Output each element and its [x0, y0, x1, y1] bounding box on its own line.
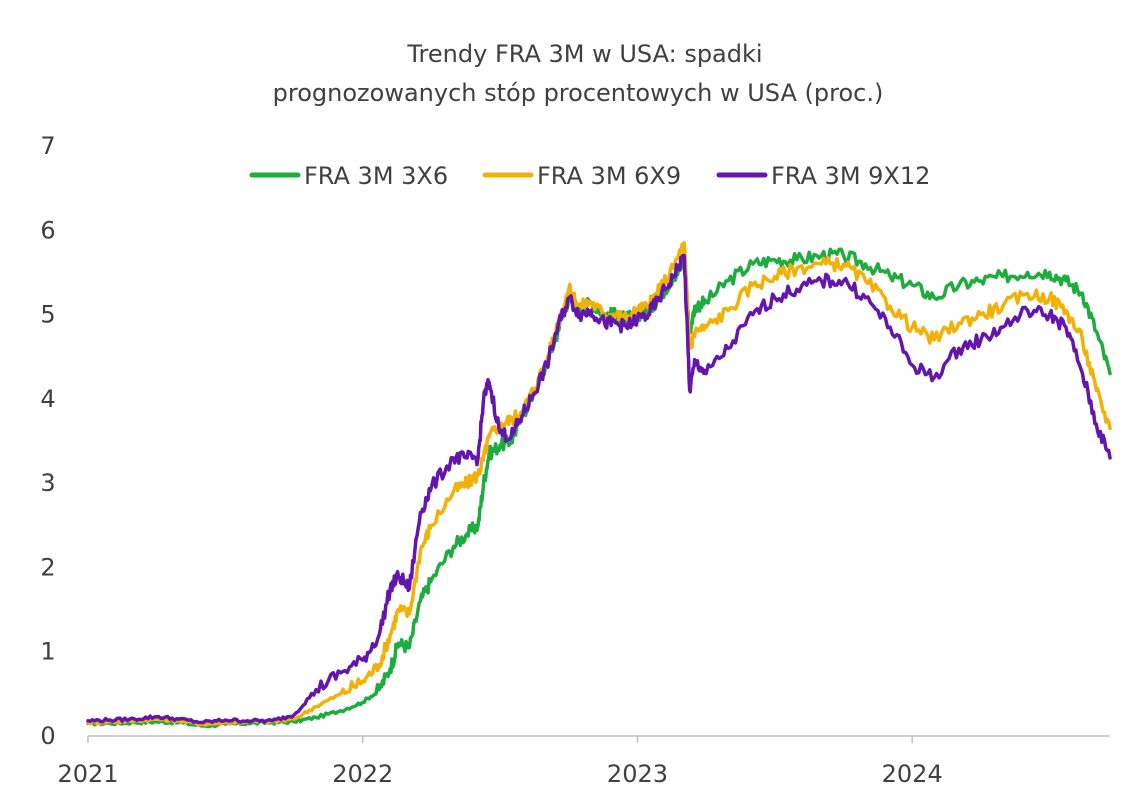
chart-title: Trendy FRA 3M w USA: spadki: [406, 40, 762, 68]
y-tick-label: 0: [40, 722, 55, 750]
x-tick-label: 2024: [882, 760, 943, 788]
legend-label-1: FRA 3M 3X6: [304, 162, 448, 190]
y-tick-label: 7: [40, 132, 55, 160]
y-axis: 0 1 2 3 4 5 6 7: [40, 132, 55, 750]
series-line-3: [86, 253, 1112, 725]
x-tick-label: 2021: [57, 760, 118, 788]
y-tick-label: 6: [40, 216, 55, 244]
series-layer: [86, 241, 1112, 729]
y-tick-label: 2: [40, 553, 55, 581]
legend: FRA 3M 3X6 FRA 3M 6X9 FRA 3M 9X12: [249, 162, 930, 190]
legend-label-2: FRA 3M 6X9: [537, 162, 681, 190]
x-tick-label: 2022: [332, 760, 393, 788]
legend-label-3: FRA 3M 9X12: [771, 162, 930, 190]
y-tick-label: 5: [40, 301, 55, 329]
y-tick-label: 1: [40, 638, 55, 666]
x-axis: 2021 2022 2023 2024: [57, 736, 943, 788]
y-tick-label: 4: [40, 385, 55, 413]
chart-subtitle: prognozowanych stóp procentowych w USA (…: [273, 79, 884, 107]
series-line-1: [86, 247, 1112, 729]
y-tick-label: 3: [40, 469, 55, 497]
series-line-2: [86, 241, 1112, 727]
x-tick-label: 2023: [607, 760, 668, 788]
